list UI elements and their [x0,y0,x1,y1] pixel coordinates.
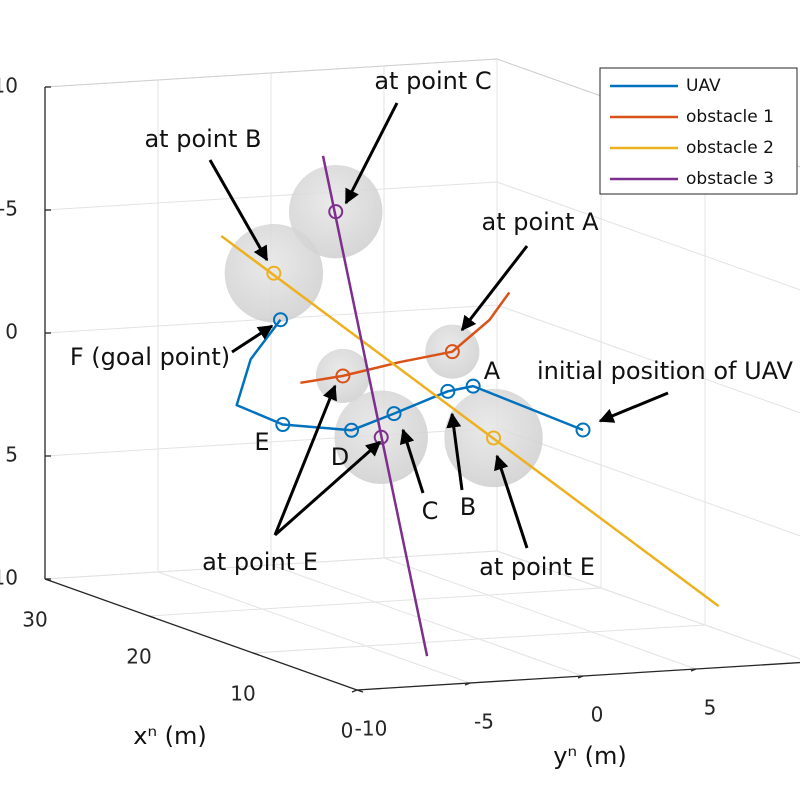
point-marker [486,430,502,446]
annotation: at point E [202,548,318,576]
annotations: at point C at point B at point A F (goal… [70,67,794,581]
legend-label: UAV [686,76,721,96]
arrow [344,102,399,205]
z-tick-label: -5 [0,197,18,221]
point-marker [275,417,291,433]
arrow [598,391,669,423]
z-tick-label: -10 [0,74,18,98]
legend-label: obstacle 3 [686,169,774,189]
grid-line [496,550,800,660]
series-line [220,234,720,608]
grid-line [496,304,800,414]
annotation: at point E [479,553,595,581]
arrow [446,412,464,491]
point-label: D [331,443,349,471]
x-tick-label: 30 [22,608,47,632]
box-edge [44,58,498,88]
point-label: E [254,428,269,456]
legend-label: obstacle 1 [686,107,774,127]
annotation: at point A [482,208,600,236]
grid-line [157,571,471,684]
arrow [274,440,382,537]
annotation: at point B [144,125,261,153]
y-tick [690,668,697,672]
y-axis-label: yⁿ (m) [553,742,627,770]
y-tick [577,675,584,679]
grid-line [496,427,800,537]
y-tick-label: -5 [474,710,494,734]
y-tick-label: 0 [591,703,604,727]
point-marker [465,378,481,394]
point-marker [444,344,460,360]
x-tick [356,689,364,693]
arrow [460,245,529,332]
x-axis-label: xⁿ (m) [133,722,207,750]
point-marker [386,406,402,422]
annotation: at point C [374,67,491,95]
x-tick-label: 10 [230,682,255,706]
point-marker [328,204,344,220]
x-tick [252,652,260,656]
series-line [321,155,429,657]
arrow [231,324,274,354]
x-tick-label: 20 [126,645,151,669]
markers [266,204,591,446]
grid-line [44,181,498,211]
point-marker [575,422,591,438]
y-tick-label: -10 [355,717,388,741]
x-tick [148,615,156,619]
y-tick [351,689,358,693]
y-tick [464,682,471,686]
z-tick-label: 10 [0,566,18,590]
y-tick-label: 5 [704,696,717,720]
point-label: B [460,493,476,521]
legend-box [599,67,798,195]
grid-line [496,181,800,291]
series-line [235,318,584,432]
legend: UAV obstacle 1 obstacle 2 obstacle 3 [599,67,798,195]
arrow [208,159,269,262]
z-tick-label: 0 [5,320,18,344]
point-marker [335,368,351,384]
z-tick-label: 5 [5,443,18,467]
arrow [273,384,337,536]
arrow [399,428,425,494]
obstacle-sphere [224,224,324,323]
grid-line [270,564,584,677]
point-marker [273,312,288,328]
annotation: F (goal point) [70,343,230,371]
point-label: A [484,357,501,385]
grid-line [44,550,498,580]
point-marker [373,429,389,445]
point-marker [440,383,456,399]
x-axis [44,578,358,691]
annotation: initial position of UAV [537,357,794,385]
grid-line [383,557,697,670]
point-label: C [422,497,439,525]
point-marker [266,265,282,281]
legend-label: obstacle 2 [686,138,774,158]
point-marker [344,422,360,438]
arrow [494,454,529,549]
x-tick-label: 0 [341,719,354,743]
